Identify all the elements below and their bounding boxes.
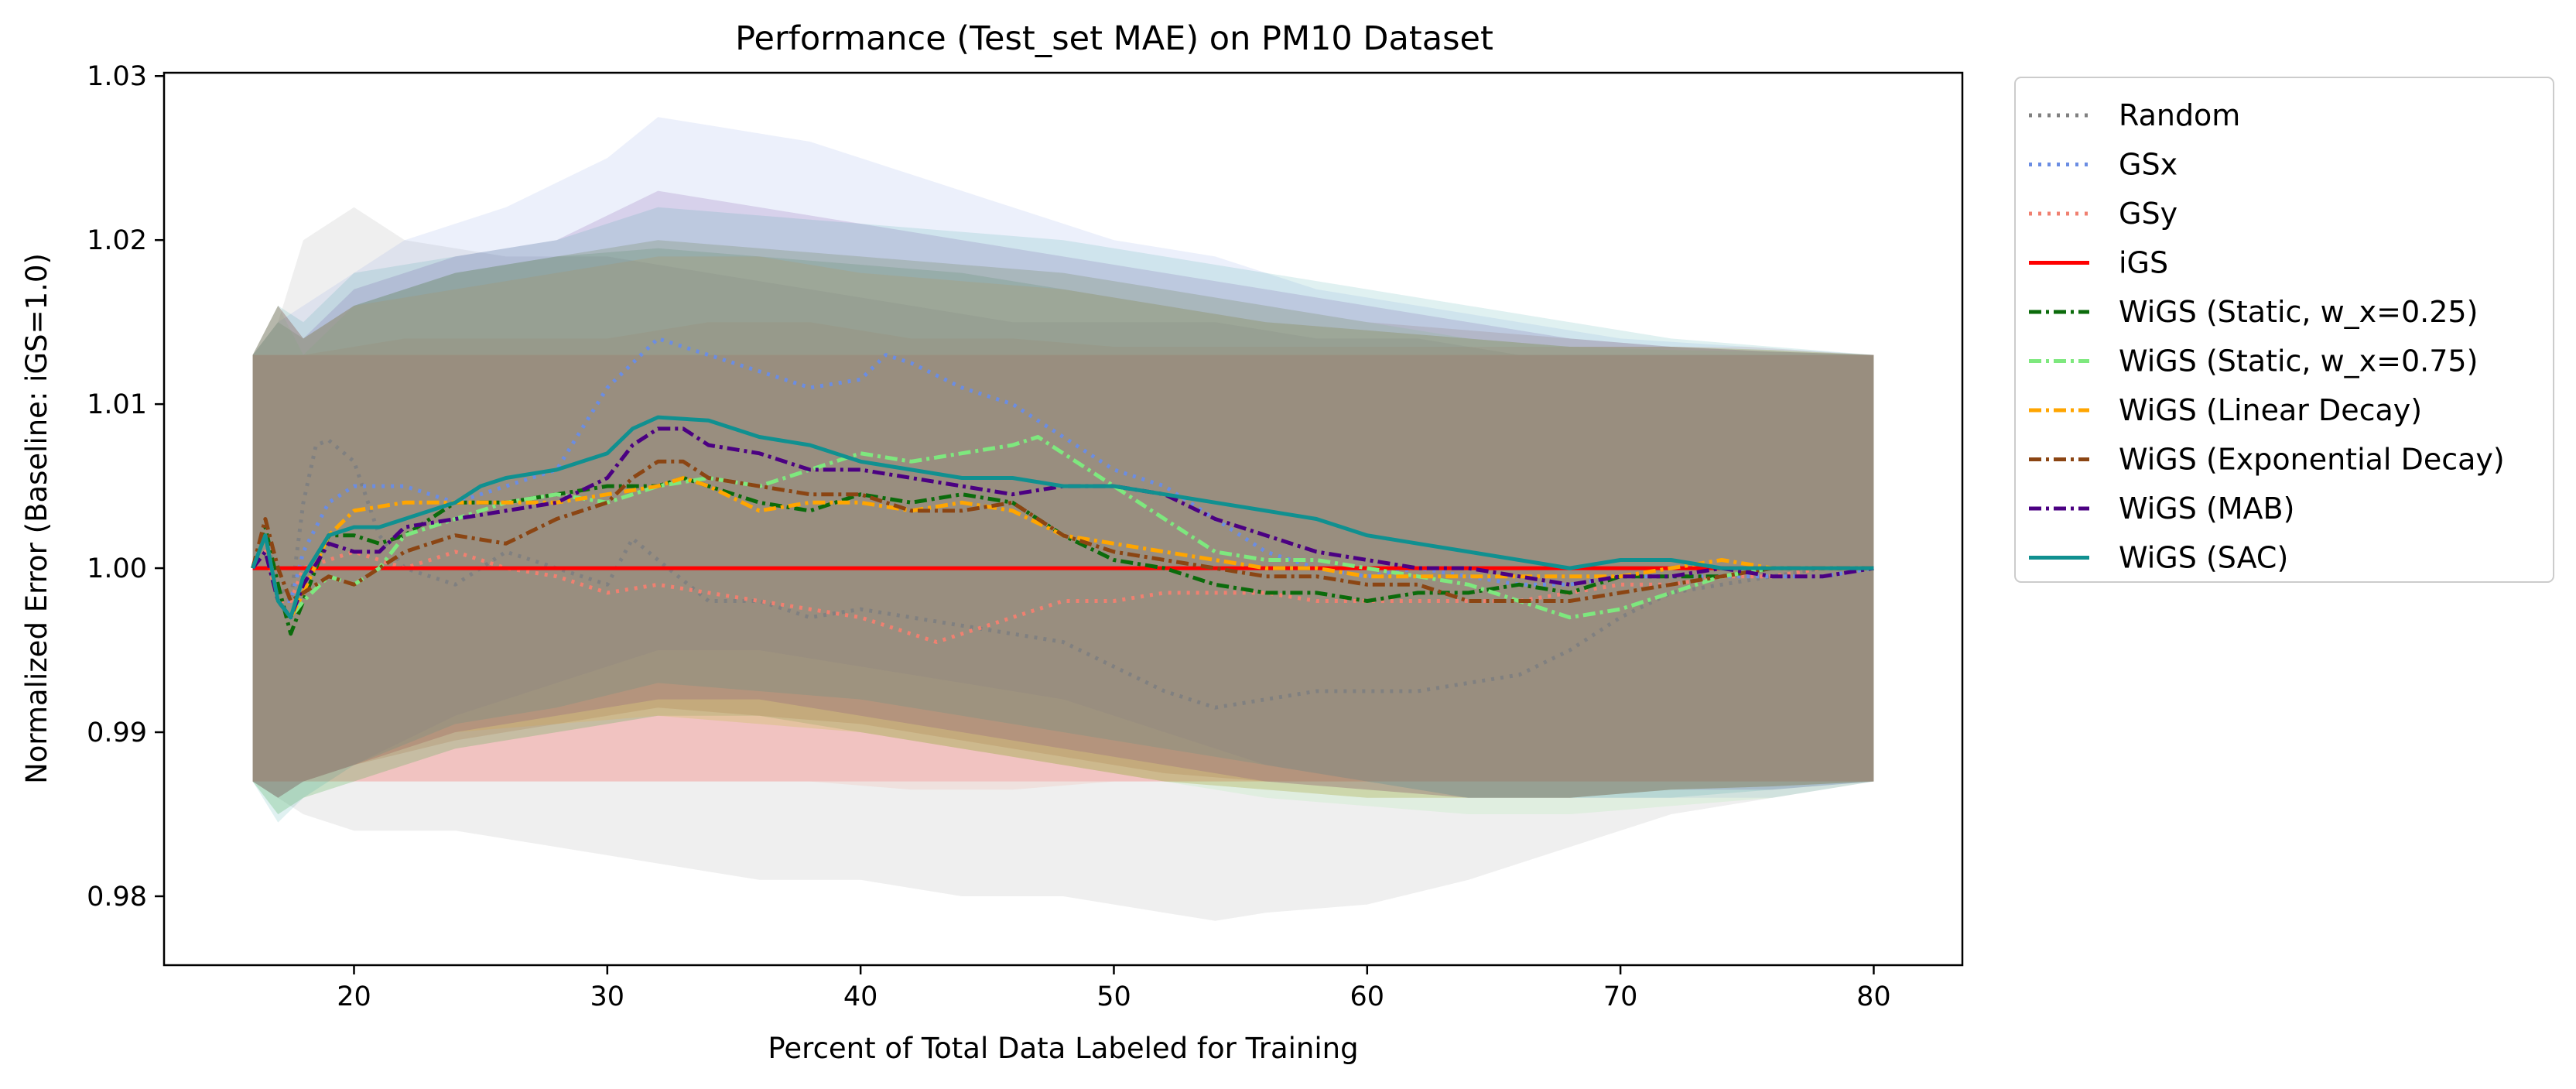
legend-item-wigs-mab: WiGS (MAB): [2029, 491, 2294, 526]
band-gsy: [252, 322, 1874, 790]
x-tick-label: 20: [337, 981, 371, 1012]
y-tick-label: 1.03: [87, 61, 147, 92]
plot-frame: [162, 71, 1964, 967]
band-gsx: [252, 117, 1874, 798]
legend-item-wigs-static-w-x-0-25: WiGS (Static, w_x=0.25): [2029, 295, 2478, 329]
band-random: [252, 207, 1874, 921]
y-tick-label: 0.98: [87, 882, 147, 913]
legend-frame: [2014, 77, 2554, 583]
band-wigs-static-w-x-0-25: [252, 248, 1874, 814]
legend-label: iGS: [2119, 246, 2168, 280]
band-wigs-sac: [252, 207, 1874, 823]
legend-label: GSy: [2119, 197, 2177, 231]
legend-item-wigs-linear-decay: WiGS (Linear Decay): [2029, 393, 2422, 427]
legend-label: WiGS (Static, w_x=0.25): [2119, 295, 2478, 329]
x-axis: 20 30 40 50 60 70 80: [337, 965, 1891, 1012]
legend-label: WiGS (Static, w_x=0.75): [2119, 344, 2478, 378]
x-tick-label: 80: [1856, 981, 1891, 1012]
legend-item-wigs-static-w-x-0-75: WiGS (Static, w_x=0.75): [2029, 344, 2478, 378]
band-wigs-exponential-decay: [252, 240, 1874, 798]
y-axis: 0.98 0.99 1.00 1.01 1.02 1.03: [87, 61, 164, 913]
y-tick-label: 0.99: [87, 717, 147, 748]
series-line-wigs-static-w-x-0-75: [251, 435, 1874, 620]
y-axis-label: Normalized Error (Baseline: iGS=1.0): [20, 253, 53, 784]
x-tick-label: 60: [1350, 981, 1385, 1012]
legend-label: Random: [2119, 98, 2240, 132]
series-line-wigs-linear-decay: [251, 476, 1874, 620]
legend: Random GSx GSy iGS WiGS (Static, w_x=0.25) Wi…: [2014, 77, 2554, 583]
legend-label: GSx: [2119, 148, 2177, 182]
legend-item-wigs-sac: WiGS (SAC): [2029, 541, 2288, 575]
series-line-wigs-static-w-x-0-25: [251, 476, 1874, 636]
series-line-wigs-mab: [251, 426, 1874, 620]
series-line-wigs-exponential-decay: [251, 459, 1874, 603]
plot-area: [162, 71, 1964, 967]
band-wigs-mab: [252, 190, 1874, 798]
series-line-random: [251, 438, 1874, 710]
legend-label: WiGS (Exponential Decay): [2119, 443, 2505, 477]
x-tick-label: 50: [1096, 981, 1131, 1012]
legend-item-gsy: GSy: [2029, 197, 2177, 231]
confidence-bands: [252, 117, 1874, 921]
x-tick-label: 40: [843, 981, 878, 1012]
legend-item-wigs-exponential-decay: WiGS (Exponential Decay): [2029, 443, 2505, 477]
series-line-wigs-sac: [251, 415, 1874, 620]
legend-label: WiGS (SAC): [2119, 541, 2288, 575]
legend-item-igs: iGS: [2029, 246, 2168, 280]
chart-title: Performance (Test_set MAE) on PM10 Datas…: [735, 19, 1493, 58]
legend-item-random: Random: [2029, 98, 2240, 132]
band-wigs-static-w-x-0-75: [252, 240, 1874, 814]
x-tick-label: 70: [1603, 981, 1638, 1012]
legend-label: WiGS (Linear Decay): [2119, 393, 2422, 427]
x-axis-label: Percent of Total Data Labeled for Traini…: [768, 1032, 1358, 1065]
legend-label: WiGS (MAB): [2119, 491, 2294, 526]
y-tick-label: 1.00: [87, 553, 147, 584]
legend-item-gsx: GSx: [2029, 148, 2177, 182]
y-tick-label: 1.02: [87, 225, 147, 256]
series-lines: [251, 336, 1874, 710]
x-tick-label: 30: [590, 981, 625, 1012]
band-wigs-linear-decay: [252, 256, 1874, 798]
y-tick-label: 1.01: [87, 389, 147, 420]
series-line-gsx: [251, 336, 1874, 603]
